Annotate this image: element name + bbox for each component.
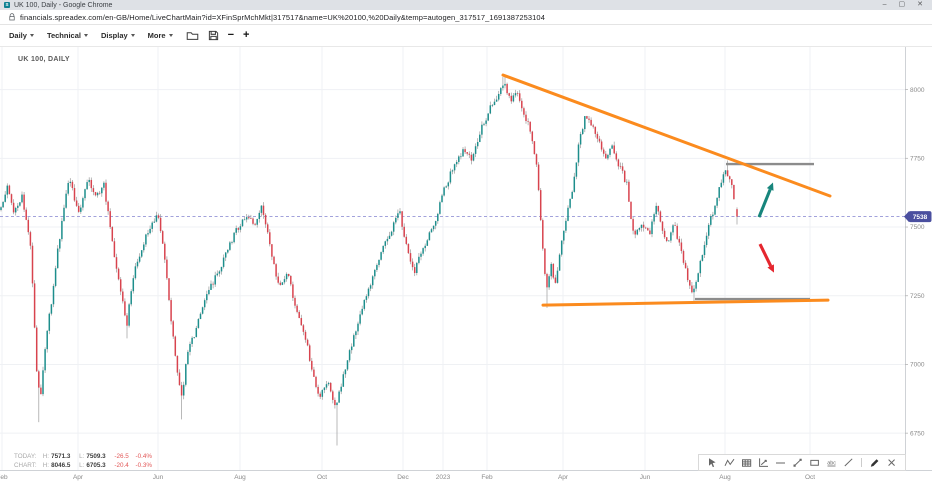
trend-angle-tool-icon[interactable] <box>758 457 769 468</box>
today-stats-row: TODAY: H: 7571.3 L: 7509.3 -26.5 -0.4% <box>14 452 157 461</box>
svg-text:Apr: Apr <box>73 474 84 481</box>
close-tool-icon[interactable] <box>886 457 897 468</box>
menu-technical[interactable]: Technical <box>47 31 88 40</box>
today-change-pct: -0.4% <box>135 453 152 460</box>
bearish-scenario-arrow <box>758 243 774 273</box>
candles-layer <box>0 76 738 446</box>
svg-text:abc: abc <box>827 461 836 467</box>
svg-text:Oct: Oct <box>805 474 815 481</box>
maximize-button[interactable]: ▢ <box>898 1 906 8</box>
drawing-toolbar: abc <box>698 454 906 471</box>
chart-change-value: -20.4 <box>114 462 129 469</box>
save-icon[interactable] <box>208 30 219 41</box>
today-change-value: -26.5 <box>114 453 129 460</box>
window-title: UK 100, Daily - Google Chrome <box>14 1 113 9</box>
chart-low-value: 6705.3 <box>86 462 106 469</box>
svg-text:Feb: Feb <box>0 474 8 481</box>
today-low-value: 7509.3 <box>86 453 106 460</box>
high-label: H: <box>42 453 50 460</box>
toolbar-separator <box>861 458 862 467</box>
menu-display[interactable]: Display <box>101 31 135 40</box>
svg-text:Aug: Aug <box>719 474 731 481</box>
chevron-down-icon <box>130 34 135 37</box>
chart-change-pct: -0.3% <box>135 462 152 469</box>
polyline-tool-icon[interactable] <box>724 457 735 468</box>
svg-text:8000: 8000 <box>910 87 925 94</box>
bullish-scenario-arrow <box>757 182 774 218</box>
svg-text:Jun: Jun <box>640 474 651 481</box>
high-label: H: <box>42 462 50 469</box>
spreadex-favicon-icon: S <box>4 2 10 8</box>
svg-text:7500: 7500 <box>910 224 925 231</box>
diagonal-line-tool-icon[interactable] <box>843 457 854 468</box>
minimize-button[interactable]: – <box>882 1 887 8</box>
svg-text:7538: 7538 <box>913 214 928 221</box>
svg-text:7250: 7250 <box>910 293 925 300</box>
window-controls: – ▢ ✕ <box>883 0 932 10</box>
zoom-out-icon[interactable]: − <box>227 29 235 41</box>
chart-statistics: TODAY: H: 7571.3 L: 7509.3 -26.5 -0.4% CHA… <box>14 452 157 470</box>
horizontal-line-tool-icon[interactable] <box>775 457 786 468</box>
horizontal-support <box>541 298 830 307</box>
svg-text:7000: 7000 <box>910 362 925 369</box>
svg-text:7750: 7750 <box>910 156 925 163</box>
svg-text:Aug: Aug <box>234 474 246 481</box>
pointer-tool-icon[interactable] <box>707 457 718 468</box>
chart-label: CHART: <box>14 462 37 469</box>
menu-more[interactable]: More <box>148 31 173 40</box>
svg-text:Oct: Oct <box>317 474 327 481</box>
today-high-value: 7571.3 <box>51 453 71 460</box>
lock-icon <box>9 13 15 21</box>
svg-text:6750: 6750 <box>910 430 925 437</box>
window-titlebar: S UK 100, Daily - Google Chrome – ▢ ✕ <box>0 0 932 10</box>
close-button[interactable]: ✕ <box>917 1 923 8</box>
text-tool-icon[interactable]: abc <box>826 457 837 468</box>
chart-high-value: 8046.5 <box>51 462 71 469</box>
grid-tool-icon[interactable] <box>741 457 752 468</box>
low-label: L: <box>79 462 85 469</box>
menu-daily[interactable]: Daily <box>9 31 34 40</box>
zoom-in-icon[interactable]: + <box>243 29 250 41</box>
current-price-badge: 7538 <box>904 211 932 223</box>
browser-urlbar: financials.spreadex.com/en-GB/Home/LiveC… <box>0 10 932 25</box>
trend-line-tool-icon[interactable] <box>792 457 803 468</box>
svg-text:Apr: Apr <box>558 474 569 481</box>
svg-text:2023: 2023 <box>436 474 451 481</box>
descending-resistance <box>501 73 832 198</box>
chart-menubar: Daily Technical Display More − + <box>0 25 932 47</box>
price-chart-canvas[interactable]: 8000 7750 7500 7250 7000 6750 Feb Apr Jun Aug Oct D… <box>0 47 932 486</box>
url-text[interactable]: financials.spreadex.com/en-GB/Home/LiveC… <box>20 12 545 22</box>
svg-text:Feb: Feb <box>481 474 493 481</box>
open-folder-icon[interactable] <box>186 30 199 41</box>
axis-labels: 8000 7750 7500 7250 7000 6750 Feb Apr Jun Aug Oct D… <box>0 87 925 481</box>
low-label: L: <box>79 453 85 460</box>
chevron-down-icon <box>29 34 34 37</box>
today-label: TODAY: <box>14 453 37 460</box>
chart-stats-row: CHART: H: 8046.5 L: 6705.3 -20.4 -0.3% <box>14 461 157 470</box>
chart-symbol-label: UK 100, DAILY <box>18 56 70 63</box>
svg-text:Jun: Jun <box>153 474 164 481</box>
gridlines <box>0 47 905 470</box>
chevron-down-icon <box>83 34 88 37</box>
pencil-tool-icon[interactable] <box>869 457 880 468</box>
chevron-down-icon <box>168 34 173 37</box>
svg-text:Dec: Dec <box>397 474 409 481</box>
rectangle-tool-icon[interactable] <box>809 457 820 468</box>
chart-area: 8000 7750 7500 7250 7000 6750 Feb Apr Jun Aug Oct D… <box>0 47 932 486</box>
